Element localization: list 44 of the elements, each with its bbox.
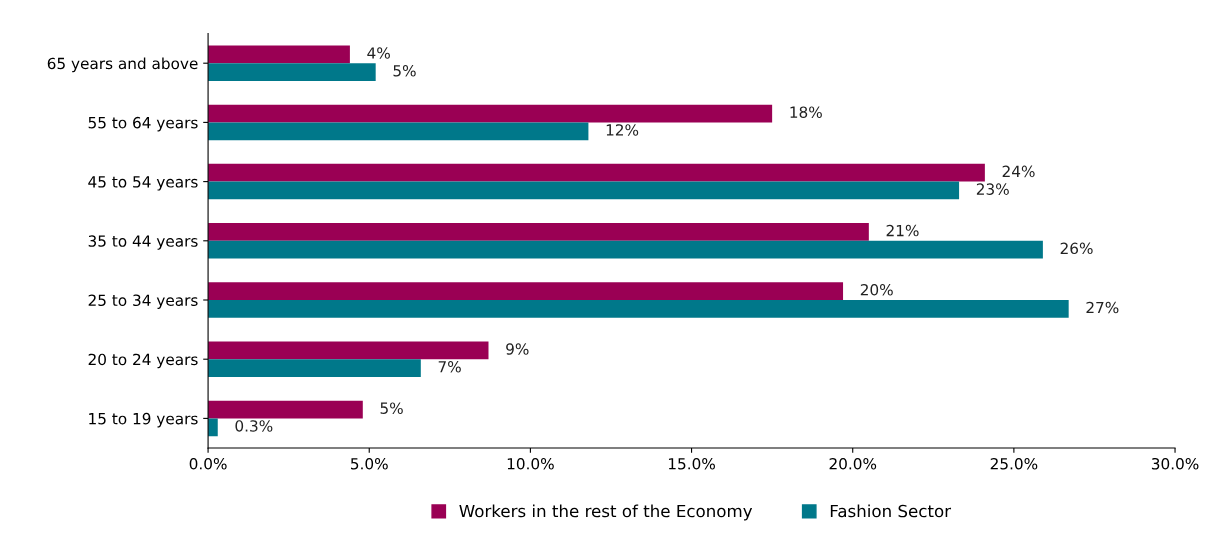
data-label: 4% (367, 47, 390, 59)
bar (208, 359, 421, 377)
y-tick-label: 35 to 44 years (88, 235, 198, 250)
data-label: 23% (976, 183, 1009, 195)
bar (208, 300, 1069, 318)
x-tick-label: 5.0% (351, 457, 388, 470)
bar (208, 223, 869, 241)
bar (208, 341, 489, 360)
bar (208, 163, 985, 182)
x-tick-label: 20.0% (829, 457, 877, 470)
bar (208, 282, 844, 300)
x-tick-label: 25.0% (990, 457, 1038, 470)
bar (208, 45, 350, 64)
x-tick-label: 0.0% (189, 457, 227, 470)
x-tick-label: 15.0% (668, 457, 715, 470)
data-label: 27% (1086, 301, 1119, 314)
y-tick-label: 55 to 64 years (88, 116, 198, 132)
data-label: 21% (886, 224, 919, 237)
bar (208, 104, 773, 123)
data-label: 20% (860, 284, 893, 296)
x-tick-label: 10.0% (507, 457, 554, 470)
data-label: 9% (506, 343, 529, 355)
y-tick-label: 65 years and above (47, 57, 198, 73)
y-tick-label: 25 to 34 years (88, 294, 198, 309)
data-label: 0.3% (235, 420, 273, 432)
bar (208, 240, 1043, 259)
y-tick-label: 20 to 24 years (88, 353, 198, 369)
data-label: 12% (606, 124, 639, 136)
legend-label: Workers in the rest of the Economy (459, 504, 753, 521)
bar (208, 63, 376, 81)
bar (208, 122, 589, 141)
data-label: 7% (438, 360, 461, 373)
data-label: 26% (1060, 242, 1093, 255)
bar (208, 181, 960, 200)
data-label: 5% (393, 64, 416, 77)
y-tick-label: 15 to 19 years (89, 412, 198, 428)
data-label: 5% (380, 402, 403, 414)
x-tick-label: 30.0% (1151, 457, 1199, 470)
legend-label: Fashion Sector (830, 504, 952, 518)
data-label: 24% (1002, 165, 1035, 178)
data-label: 18% (790, 106, 822, 118)
bar (208, 418, 218, 437)
y-tick-label: 45 to 54 years (88, 176, 198, 191)
bar (208, 400, 363, 419)
